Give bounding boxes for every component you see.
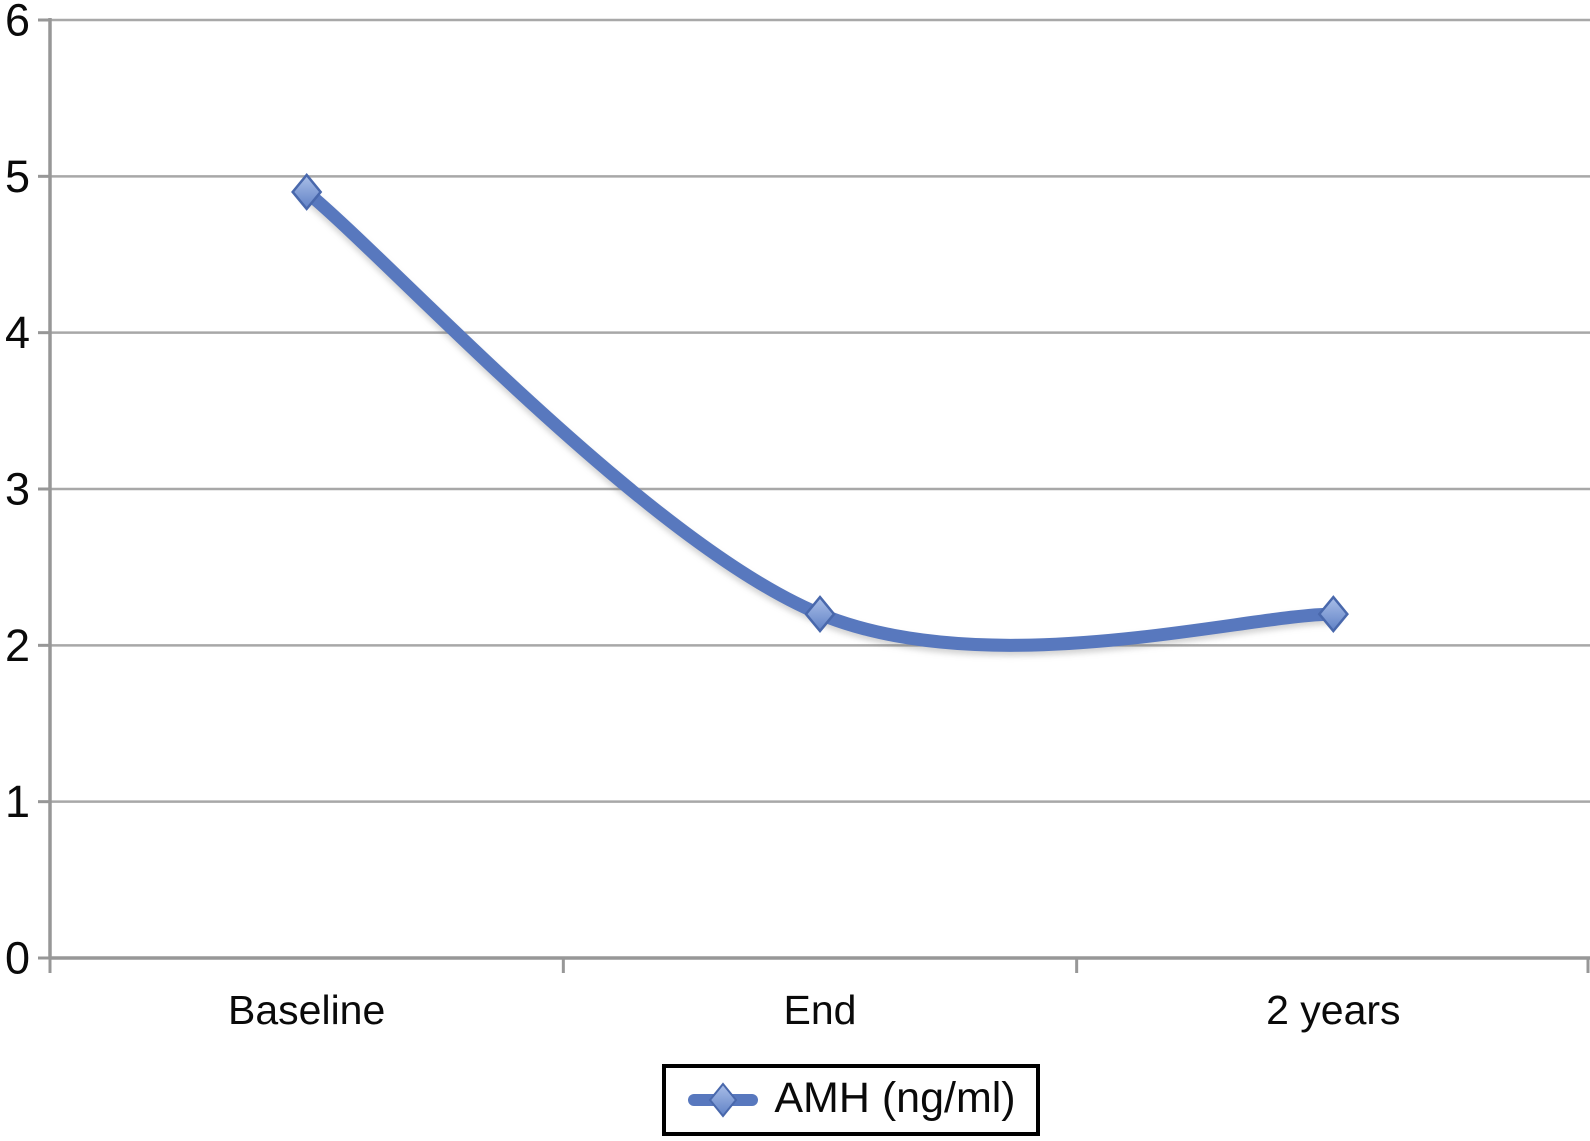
series-line bbox=[300, 185, 1340, 652]
legend-series-label: AMH (ng/ml) bbox=[774, 1073, 1016, 1122]
x-axis-tick-label: Baseline bbox=[228, 987, 385, 1033]
data-point-marker bbox=[291, 173, 323, 211]
gridlines-group bbox=[50, 18, 1590, 803]
data-point-marker bbox=[804, 595, 836, 634]
legend: AMH (ng/ml) bbox=[662, 1064, 1040, 1136]
legend-marker-icon bbox=[688, 1082, 759, 1118]
data-point-marker bbox=[1317, 595, 1349, 634]
x-axis-tick-label: 2 years bbox=[1266, 987, 1400, 1033]
y-axis-tick-label: 5 bbox=[5, 151, 30, 202]
y-axis-tick-label: 4 bbox=[5, 307, 30, 358]
y-axis-tick-label: 6 bbox=[5, 0, 30, 46]
y-axis-tick-label: 3 bbox=[5, 464, 30, 515]
axes-group bbox=[38, 18, 1590, 973]
x-axis-tick-label: End bbox=[784, 987, 857, 1033]
series-group bbox=[291, 173, 1349, 652]
y-axis-tick-label: 2 bbox=[5, 620, 30, 671]
axis-labels-group: 0 1 2 3 4 5 6 Baseline End 2 years bbox=[5, 0, 1401, 1033]
y-axis-tick-label: 1 bbox=[5, 776, 30, 827]
y-axis-tick-label: 0 bbox=[5, 933, 30, 984]
